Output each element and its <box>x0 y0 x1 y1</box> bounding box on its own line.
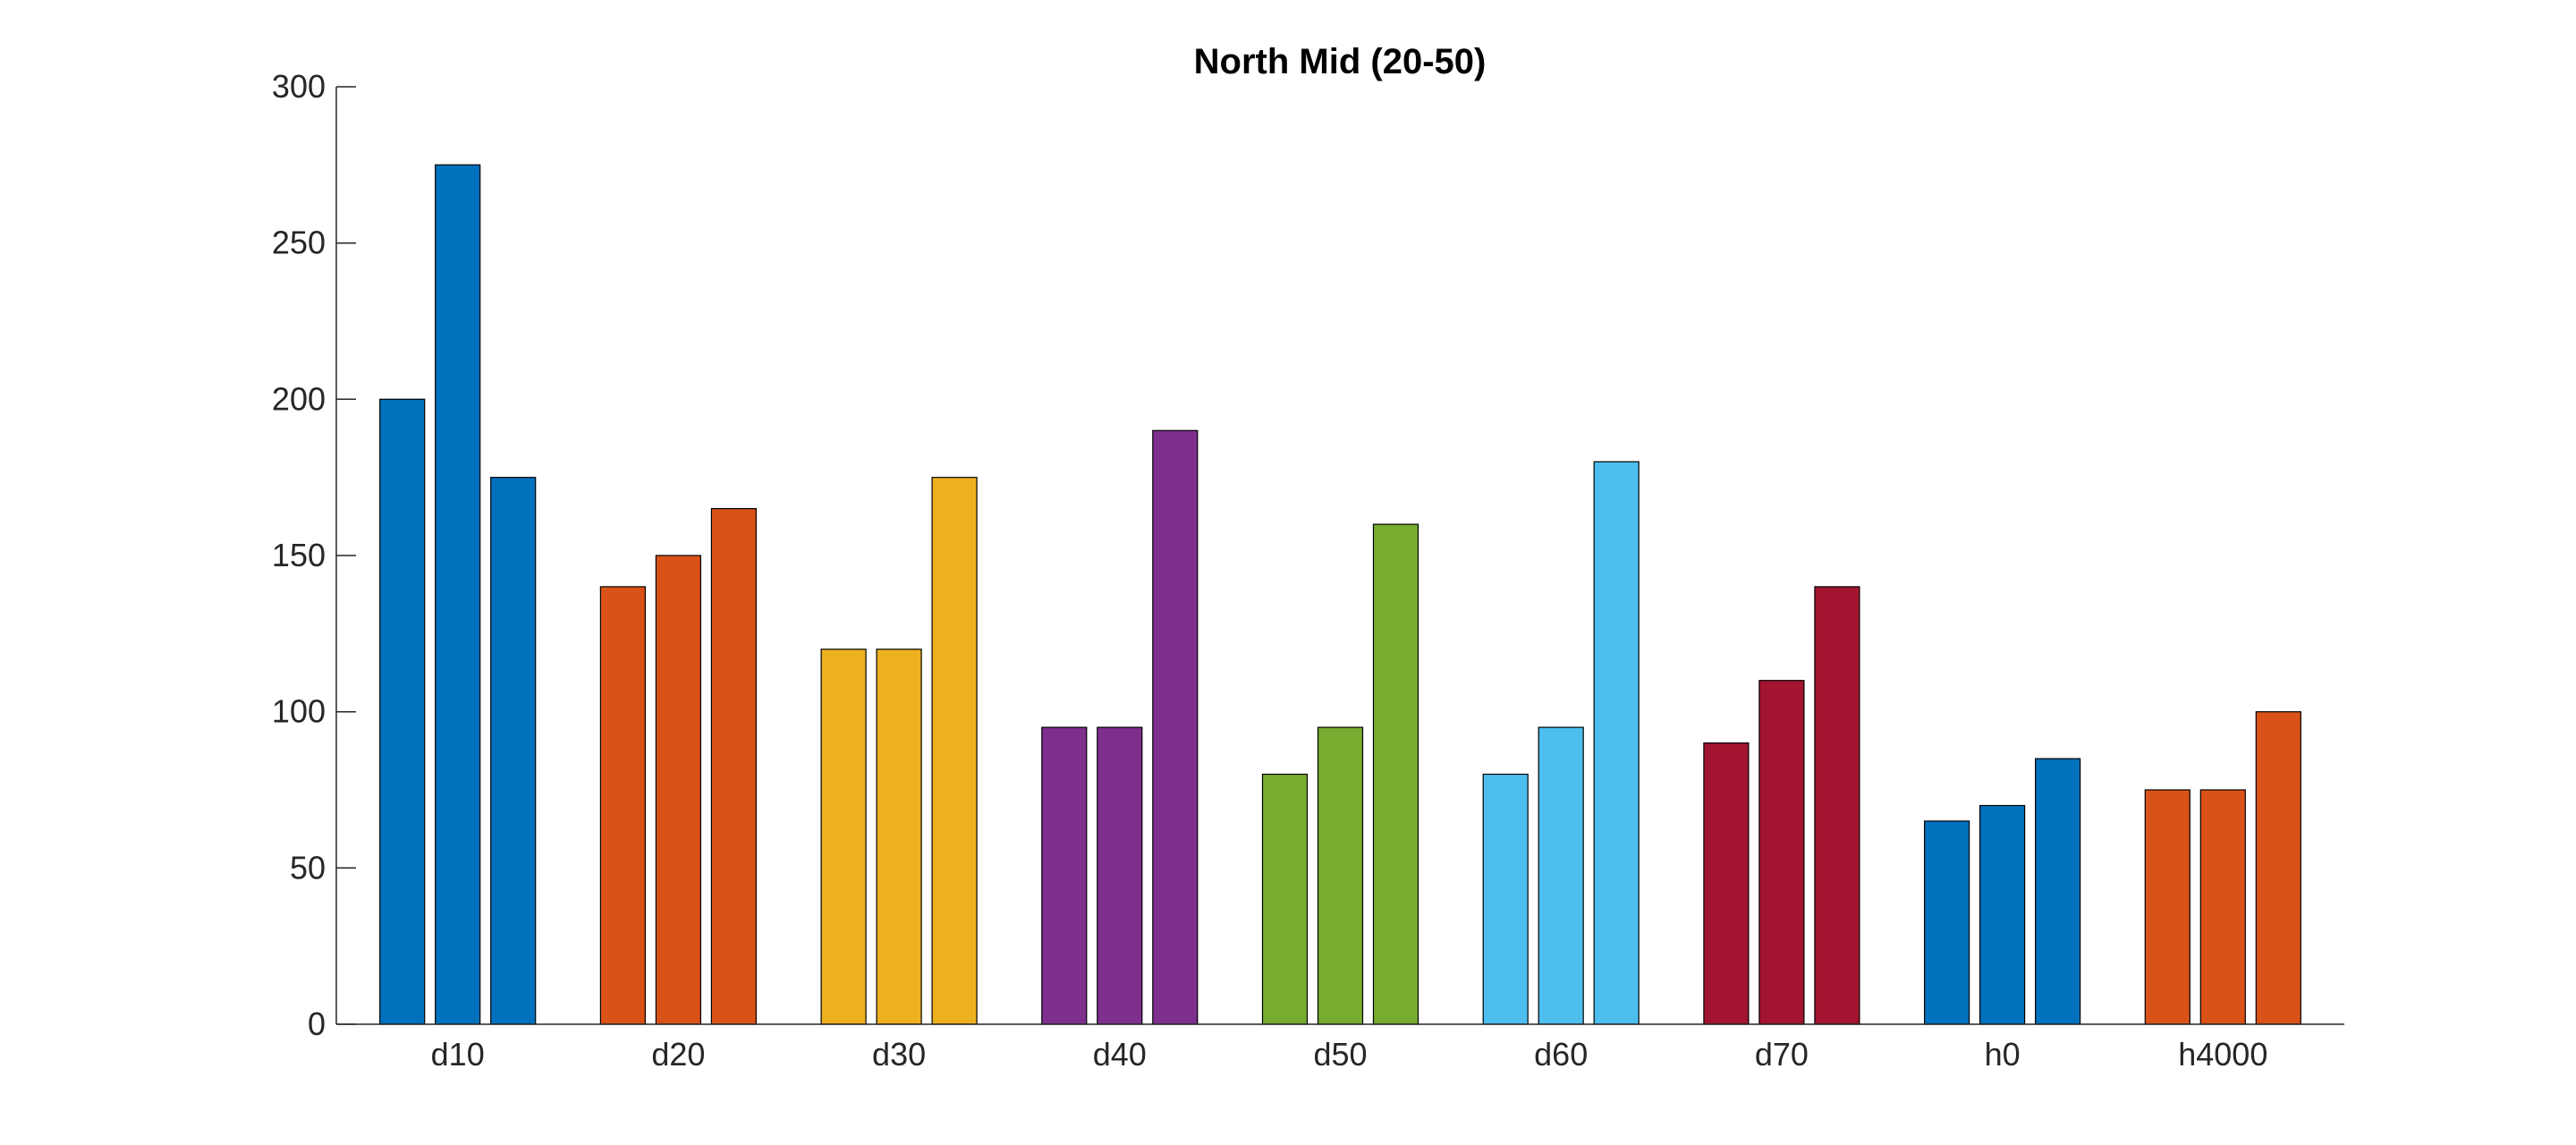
x-tick-label-d10: d10 <box>431 1036 485 1073</box>
x-tick-label-d40: d40 <box>1093 1036 1147 1073</box>
bar-d30-3 <box>931 477 978 1025</box>
bar-d60-1 <box>1482 773 1529 1025</box>
bar-h0-2 <box>1979 804 2026 1025</box>
x-tick-label-d30: d30 <box>872 1036 926 1073</box>
x-tick-label-h4000: h4000 <box>2178 1036 2267 1073</box>
bar-d70-2 <box>1758 680 1805 1025</box>
bar-d60-3 <box>1593 461 1640 1025</box>
bar-d10-2 <box>435 164 481 1025</box>
y-tick-label-0: 0 <box>308 1005 326 1042</box>
bar-d10-1 <box>379 398 426 1025</box>
bar-d20-2 <box>655 555 702 1025</box>
bar-d40-3 <box>1152 429 1199 1025</box>
x-tick-label-d70: d70 <box>1755 1036 1809 1073</box>
bar-d50-3 <box>1372 523 1419 1025</box>
bar-d70-1 <box>1703 742 1750 1025</box>
chart-title: North Mid (20-50) <box>1194 42 1487 81</box>
x-tick-label-d60: d60 <box>1534 1036 1588 1073</box>
bar-d60-2 <box>1538 726 1584 1025</box>
x-tick-label-d50: d50 <box>1313 1036 1367 1073</box>
bar-d10-3 <box>490 477 537 1025</box>
bar-d30-2 <box>876 649 922 1025</box>
bar-d20-1 <box>599 586 647 1025</box>
bar-h0-3 <box>2035 758 2081 1025</box>
bar-d50-2 <box>1317 726 1364 1025</box>
y-tick-label-50: 50 <box>290 849 326 886</box>
y-tick-label-100: 100 <box>272 693 326 730</box>
y-tick-label-200: 200 <box>272 380 326 417</box>
bar-h4000-3 <box>2255 711 2301 1025</box>
bar-d30-1 <box>820 649 867 1025</box>
bar-h4000-1 <box>2144 789 2190 1025</box>
bar-d40-1 <box>1041 726 1088 1025</box>
x-tick-label-h0: h0 <box>1985 1036 2021 1073</box>
y-tick-label-150: 150 <box>272 537 326 573</box>
bar-d40-2 <box>1097 726 1143 1025</box>
x-tick-label-d20: d20 <box>651 1036 705 1073</box>
bar-d70-3 <box>1814 586 1860 1025</box>
bar-h0-1 <box>1924 820 1970 1025</box>
y-tick-label-300: 300 <box>272 68 326 105</box>
bar-d20-3 <box>710 507 758 1025</box>
bars-layer <box>379 164 2301 1025</box>
bar-d50-1 <box>1261 773 1309 1025</box>
y-tick-label-250: 250 <box>272 225 326 261</box>
bar-h4000-2 <box>2199 789 2246 1025</box>
axes-layer: d10 d20 d30 d40 d50 d60 d70 h0 h4000 0 50 100 150 200… <box>272 68 2344 1073</box>
